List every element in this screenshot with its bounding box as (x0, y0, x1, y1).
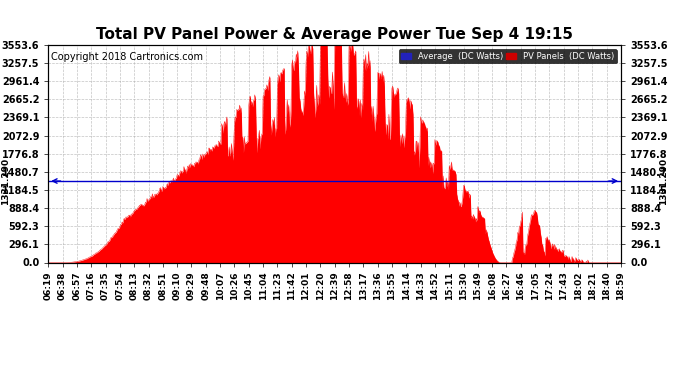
Text: 1331.290: 1331.290 (660, 158, 669, 205)
Legend: Average  (DC Watts), PV Panels  (DC Watts): Average (DC Watts), PV Panels (DC Watts) (399, 49, 617, 63)
Text: 1331.290: 1331.290 (1, 158, 10, 205)
Text: Copyright 2018 Cartronics.com: Copyright 2018 Cartronics.com (51, 51, 203, 62)
Title: Total PV Panel Power & Average Power Tue Sep 4 19:15: Total PV Panel Power & Average Power Tue… (96, 27, 573, 42)
